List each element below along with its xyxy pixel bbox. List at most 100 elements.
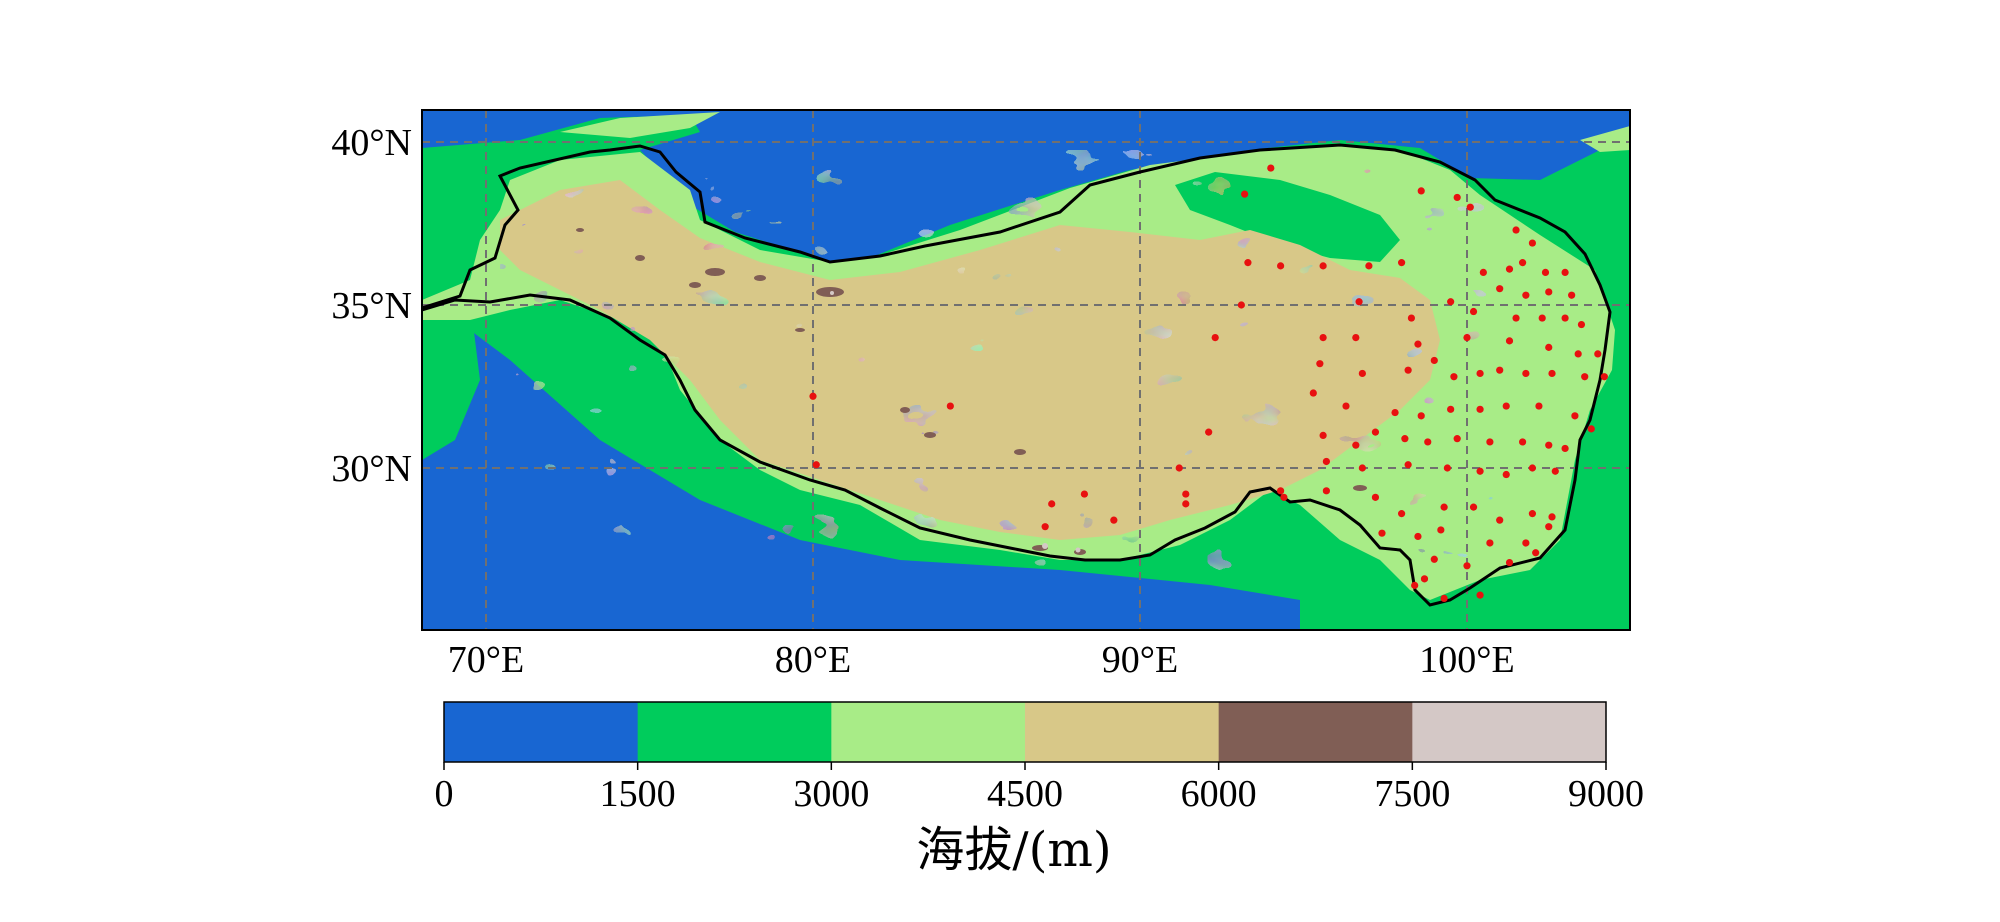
station-point: [1518, 438, 1527, 446]
station-point: [946, 402, 954, 410]
station-point: [1453, 193, 1461, 202]
summit-patches: [830, 291, 1081, 553]
station-point: [1450, 373, 1458, 381]
station-point: [1211, 334, 1219, 342]
station-point: [1319, 334, 1327, 342]
station-point: [1505, 558, 1514, 567]
station-point: [1309, 389, 1317, 397]
station-point: [812, 461, 820, 469]
station-point: [1476, 405, 1484, 413]
station-point: [1205, 428, 1213, 436]
station-point: [1277, 262, 1285, 270]
station-point: [1352, 334, 1360, 342]
map-panel: [422, 110, 1630, 630]
station-point: [1110, 516, 1118, 524]
station-point: [1528, 510, 1536, 518]
station-point: [1532, 549, 1540, 557]
station-point: [1319, 431, 1327, 439]
colorbar: [443, 701, 1607, 763]
station-point: [1545, 288, 1553, 296]
station-point: [1518, 259, 1527, 267]
station-point: [1535, 402, 1543, 410]
map-border: [421, 109, 1631, 631]
station-point: [1404, 366, 1412, 374]
colorbar-tick-label: 7500: [1374, 773, 1450, 815]
peak-patches: [576, 228, 1367, 555]
station-point: [1505, 265, 1514, 273]
colorbar-segment: [1218, 702, 1413, 762]
longitude-tick-labels: 70°E 80°E 90°E 100°E: [448, 639, 1515, 681]
station-point: [1447, 298, 1455, 306]
latitude-tick-label: 40°N: [331, 122, 412, 164]
station-point: [1466, 203, 1474, 211]
plateau-boundary-outline: [422, 143, 1612, 607]
station-point: [1502, 470, 1510, 479]
station-point: [1574, 350, 1582, 358]
station-point: [1528, 464, 1536, 472]
station-markers: [809, 164, 1608, 603]
station-point: [1437, 526, 1445, 534]
mid-elevation-band-southwest: [422, 290, 480, 460]
station-point: [1358, 369, 1366, 378]
station-point: [1463, 562, 1471, 570]
station-point: [1244, 259, 1252, 267]
station-point: [1041, 523, 1049, 531]
station-point: [1182, 500, 1190, 508]
station-point: [1600, 373, 1608, 381]
station-point: [1577, 320, 1586, 329]
station-point: [1430, 555, 1438, 563]
station-point: [1371, 493, 1380, 501]
station-point: [1496, 366, 1504, 374]
station-point: [1545, 441, 1553, 449]
colorbar-tick-label: 1500: [600, 773, 676, 815]
station-point: [1414, 340, 1422, 348]
latitude-tick-labels: 40°N 35°N 30°N: [331, 122, 412, 490]
station-point: [1404, 461, 1412, 469]
station-point: [1322, 487, 1330, 495]
station-point: [1407, 314, 1416, 322]
station-point: [1319, 262, 1327, 270]
station-point: [1594, 350, 1602, 358]
station-point: [1561, 444, 1569, 453]
station-point: [1440, 594, 1448, 603]
station-point: [1048, 500, 1056, 508]
station-point: [1453, 435, 1461, 443]
station-point: [1401, 435, 1409, 443]
station-point: [1512, 314, 1520, 322]
station-point: [1342, 402, 1350, 410]
station-point: [1522, 539, 1530, 547]
station-point: [1528, 239, 1536, 247]
station-point: [1496, 516, 1504, 524]
longitude-tick-label: 100°E: [1419, 639, 1514, 681]
colorbar-tick-label: 0: [435, 773, 454, 815]
station-point: [1175, 464, 1183, 472]
station-point: [1447, 405, 1455, 413]
station-point: [1522, 369, 1530, 378]
station-point: [1277, 487, 1285, 495]
station-point: [1371, 428, 1380, 436]
station-point: [1443, 464, 1451, 472]
colorbar-segment: [637, 702, 832, 762]
colorbar-tick-label: 3000: [793, 773, 869, 815]
latitude-tick-label: 30°N: [331, 448, 412, 490]
station-point: [1502, 402, 1510, 410]
station-point: [1411, 581, 1419, 589]
colorbar-tick-label: 4500: [987, 773, 1063, 815]
station-point: [1182, 490, 1190, 498]
station-point: [1237, 301, 1245, 309]
station-point: [1463, 334, 1471, 342]
station-point: [1316, 360, 1324, 368]
station-point: [1496, 285, 1504, 293]
station-point: [1414, 532, 1422, 541]
station-point: [1545, 343, 1553, 351]
gridlines: [422, 110, 1630, 630]
station-point: [1322, 457, 1330, 466]
colorbar-segment: [831, 702, 1026, 762]
station-point: [1548, 513, 1556, 521]
station-point: [1424, 438, 1432, 446]
station-point: [1587, 425, 1595, 433]
station-point: [1505, 337, 1514, 345]
station-point: [1538, 314, 1546, 322]
colorbar-segment: [1412, 702, 1607, 762]
station-point: [1469, 503, 1478, 511]
